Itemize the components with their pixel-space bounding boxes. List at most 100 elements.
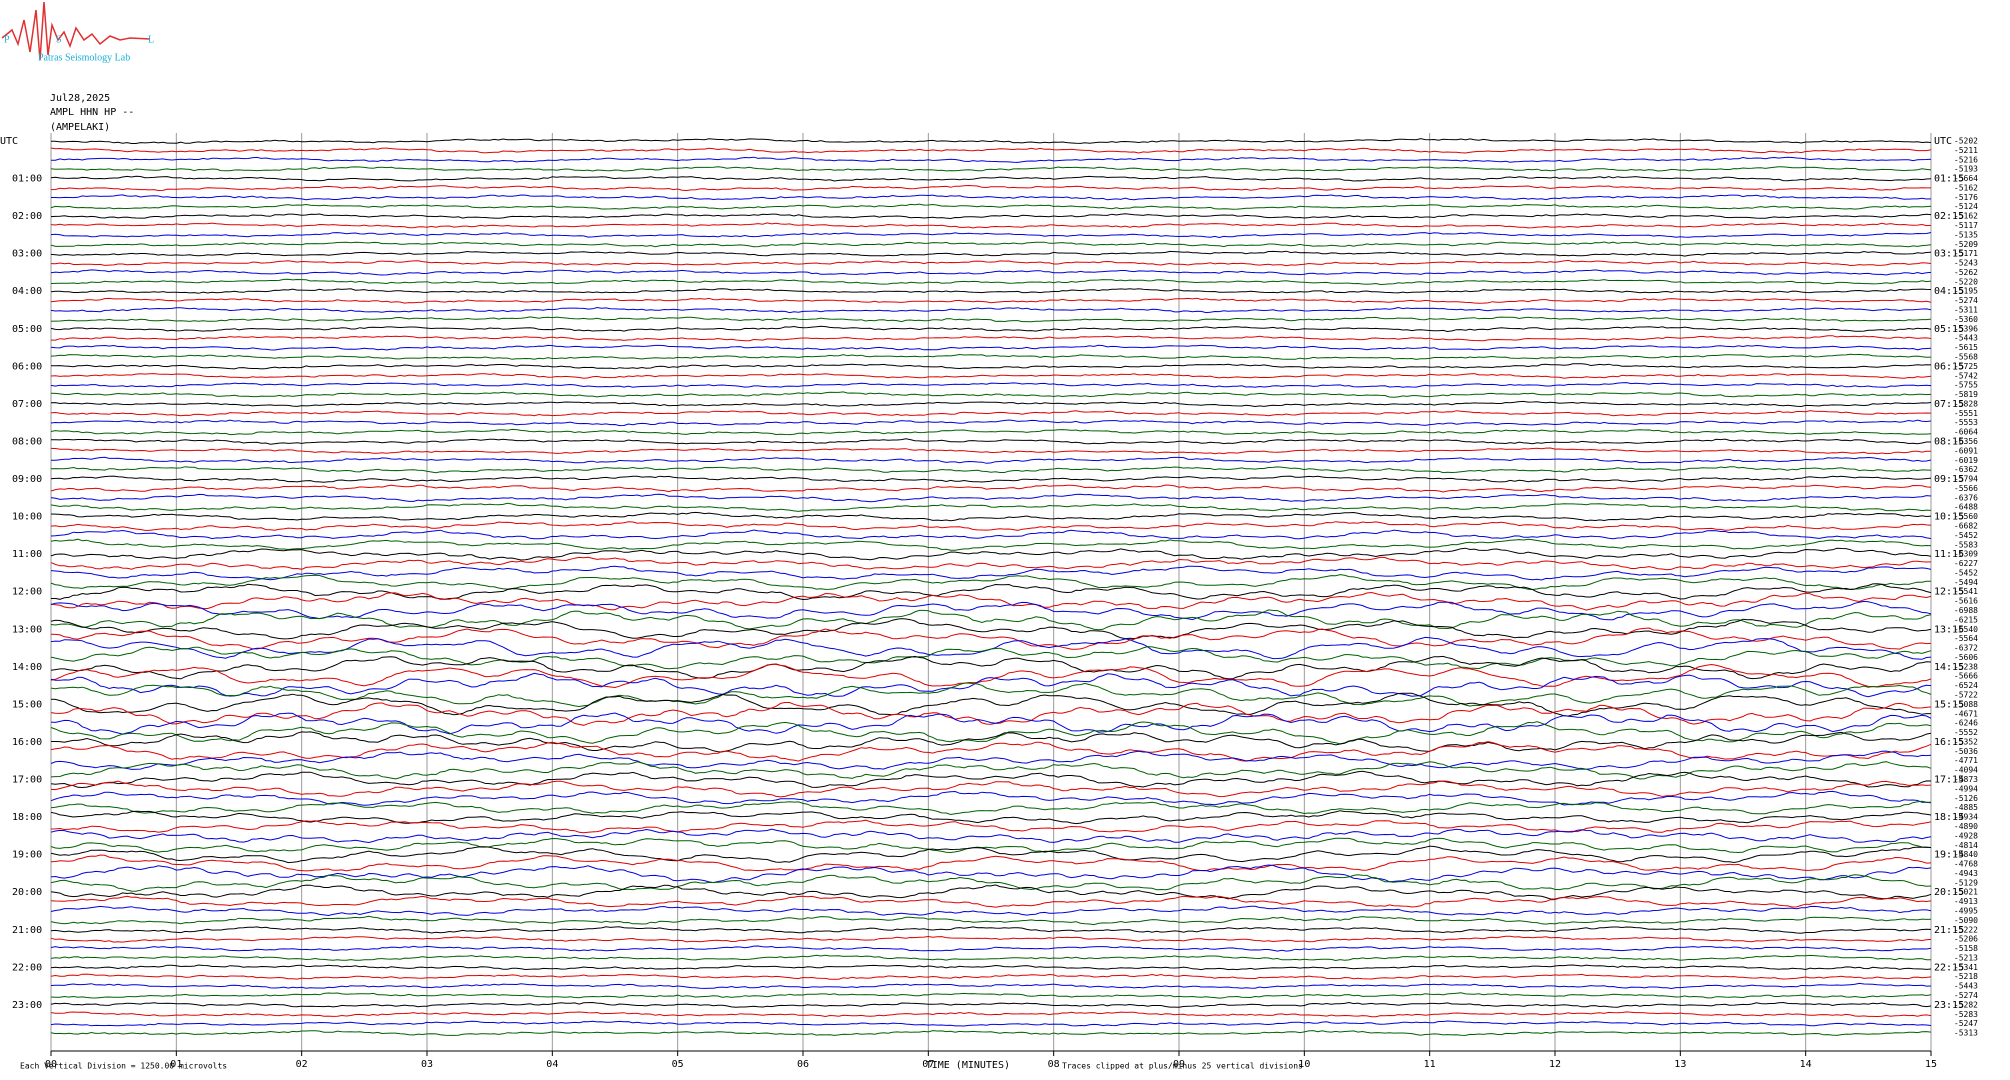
trace-offset: -5162 [1954,212,1978,221]
trace [51,583,1932,601]
trace [50,845,1932,864]
trace-offset: -5552 [1954,728,1978,737]
trace [50,475,1932,483]
trace [50,854,1932,872]
trace [50,721,1932,745]
trace [50,232,1932,239]
x-tick-label: 08 [1048,1059,1060,1070]
trace-offset: -5176 [1954,193,1978,202]
trace-offset: -5443 [1954,334,1978,343]
trace-offset: -4840 [1954,850,1978,859]
trace-offset: -4768 [1954,860,1978,869]
trace [50,297,1932,304]
trace [50,790,1932,806]
logo-letter: P [4,34,10,45]
trace [50,982,1932,990]
hour-label-left: 07:00 [12,399,42,410]
trace-offset: -5664 [1954,174,1978,183]
trace-offset: -4671 [1954,709,1978,718]
hour-label-left: 19:00 [12,850,42,861]
trace [50,627,1932,650]
trace [50,945,1932,952]
trace [50,511,1932,522]
trace-offset: -5566 [1954,484,1978,493]
hour-label-left: 12:00 [12,587,42,598]
trace-offset: -5238 [1954,662,1978,671]
trace-offset: -5262 [1954,268,1978,277]
hour-label-right: 01:15 [1934,174,1964,185]
trace [50,750,1932,770]
trace [50,344,1932,351]
hour-label-left: 10:00 [12,512,42,523]
hour-label-right: 13:15 [1934,624,1964,635]
trace-offset: -4913 [1954,897,1978,906]
trace-offset: -5396 [1954,324,1978,333]
trace [50,316,1932,323]
trace [50,538,1932,551]
hour-label-right: 19:15 [1934,850,1964,861]
trace [50,391,1932,398]
trace [50,915,1932,926]
trace [50,1011,1932,1018]
trace [50,692,1931,717]
trace [50,926,1932,934]
trace-offset: -5583 [1954,540,1978,549]
trace-offset: -5360 [1954,315,1978,324]
hour-label-left: 01:00 [12,174,42,185]
hour-label-left: 04:00 [12,286,42,297]
trace-offset: -5195 [1954,287,1978,296]
hour-label-left: 05:00 [12,324,42,335]
x-tick-label: 11 [1424,1059,1436,1070]
trace [50,241,1932,248]
trace [50,761,1932,780]
trace [50,837,1932,854]
trace [50,600,1932,621]
trace [50,682,1932,708]
trace-offset: -5541 [1954,587,1978,596]
trace-offset: -5341 [1954,963,1978,972]
trace-offset: -5725 [1954,362,1978,371]
trace-offset: -4994 [1954,784,1978,793]
hour-label-left: 03:00 [12,249,42,260]
hour-label-right: 09:15 [1934,474,1964,485]
x-tick-label: 14 [1800,1059,1812,1070]
trace [50,935,1932,943]
trace-offset: -6309 [1954,550,1978,559]
location: (AMPELAKI) [50,122,110,133]
hour-label-left: 14:00 [12,662,42,673]
x-tick-label: 06 [797,1059,809,1070]
trace-offset: -5090 [1954,916,1978,925]
trace [50,973,1932,980]
hour-label-right: 07:15 [1934,399,1964,410]
hour-label-right: 11:15 [1934,549,1964,560]
trace-offset: -6988 [1954,606,1978,615]
trace-offset: -4943 [1954,869,1978,878]
hour-label-right: 03:15 [1934,249,1964,260]
trace [50,222,1932,229]
hour-label-right: UTC [1934,136,1952,147]
trace-offset: -6488 [1954,503,1978,512]
trace-offset: -5313 [1954,1029,1978,1038]
hour-label-left: 15:00 [12,699,42,710]
trace [50,609,1932,631]
trace-offset: -4885 [1954,803,1978,812]
trace-offset: -5352 [1954,737,1978,746]
trace-offset: -5828 [1954,399,1978,408]
trace [50,828,1932,844]
hour-label-right: 22:15 [1934,962,1964,973]
hour-label-right: 18:15 [1934,812,1964,823]
trace [50,419,1932,427]
trace-offset: -4934 [1954,813,1978,822]
trace-offset: -6356 [1954,437,1978,446]
hour-label-right: 02:15 [1934,211,1964,222]
trace-offset: -5282 [1954,1000,1978,1009]
trace-offset: -5220 [1954,277,1978,286]
trace [50,438,1931,445]
trace [50,353,1932,360]
hour-label-left: UTC [0,136,18,147]
trace [50,493,1932,503]
trace [50,819,1932,834]
trace [50,175,1932,182]
x-tick-label: 03 [421,1059,433,1070]
